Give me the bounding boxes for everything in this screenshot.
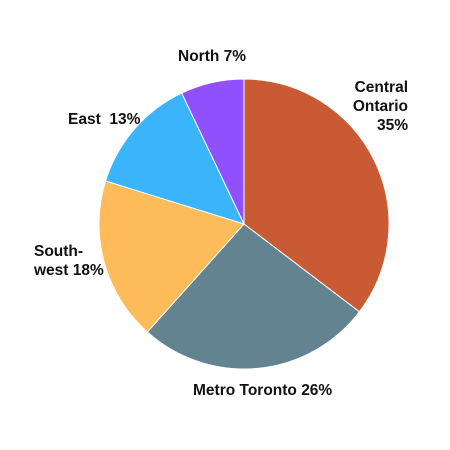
- label-central-ontario-line-2: Ontario: [352, 98, 408, 115]
- label-central-ontario-line-3: 35%: [376, 117, 408, 134]
- label-north-line-1: North 7%: [178, 48, 247, 65]
- label-central-ontario-line-1: Central: [354, 79, 408, 96]
- label-east: East 13%: [68, 110, 140, 129]
- label-metro-toronto: Metro Toronto 26%: [193, 381, 332, 400]
- label-east-line-1: East 13%: [68, 111, 141, 128]
- pie-slice-central-ontario: [243, 78, 390, 313]
- label-central-ontario: Central Ontario 35%: [353, 78, 408, 135]
- label-south-west-line-2: west 18%: [34, 262, 104, 279]
- pie-slice-east: [104, 92, 245, 225]
- pie-slice-metro-toronto: [146, 223, 361, 370]
- label-south-west-line-1: South-: [34, 243, 84, 260]
- pie-slice-south-west: [98, 180, 245, 333]
- label-north: North 7%: [178, 47, 246, 66]
- pie-slice-north: [181, 78, 245, 225]
- label-south-west: South- west 18%: [34, 242, 104, 280]
- label-metro-toronto-line-1: Metro Toronto 26%: [193, 382, 333, 399]
